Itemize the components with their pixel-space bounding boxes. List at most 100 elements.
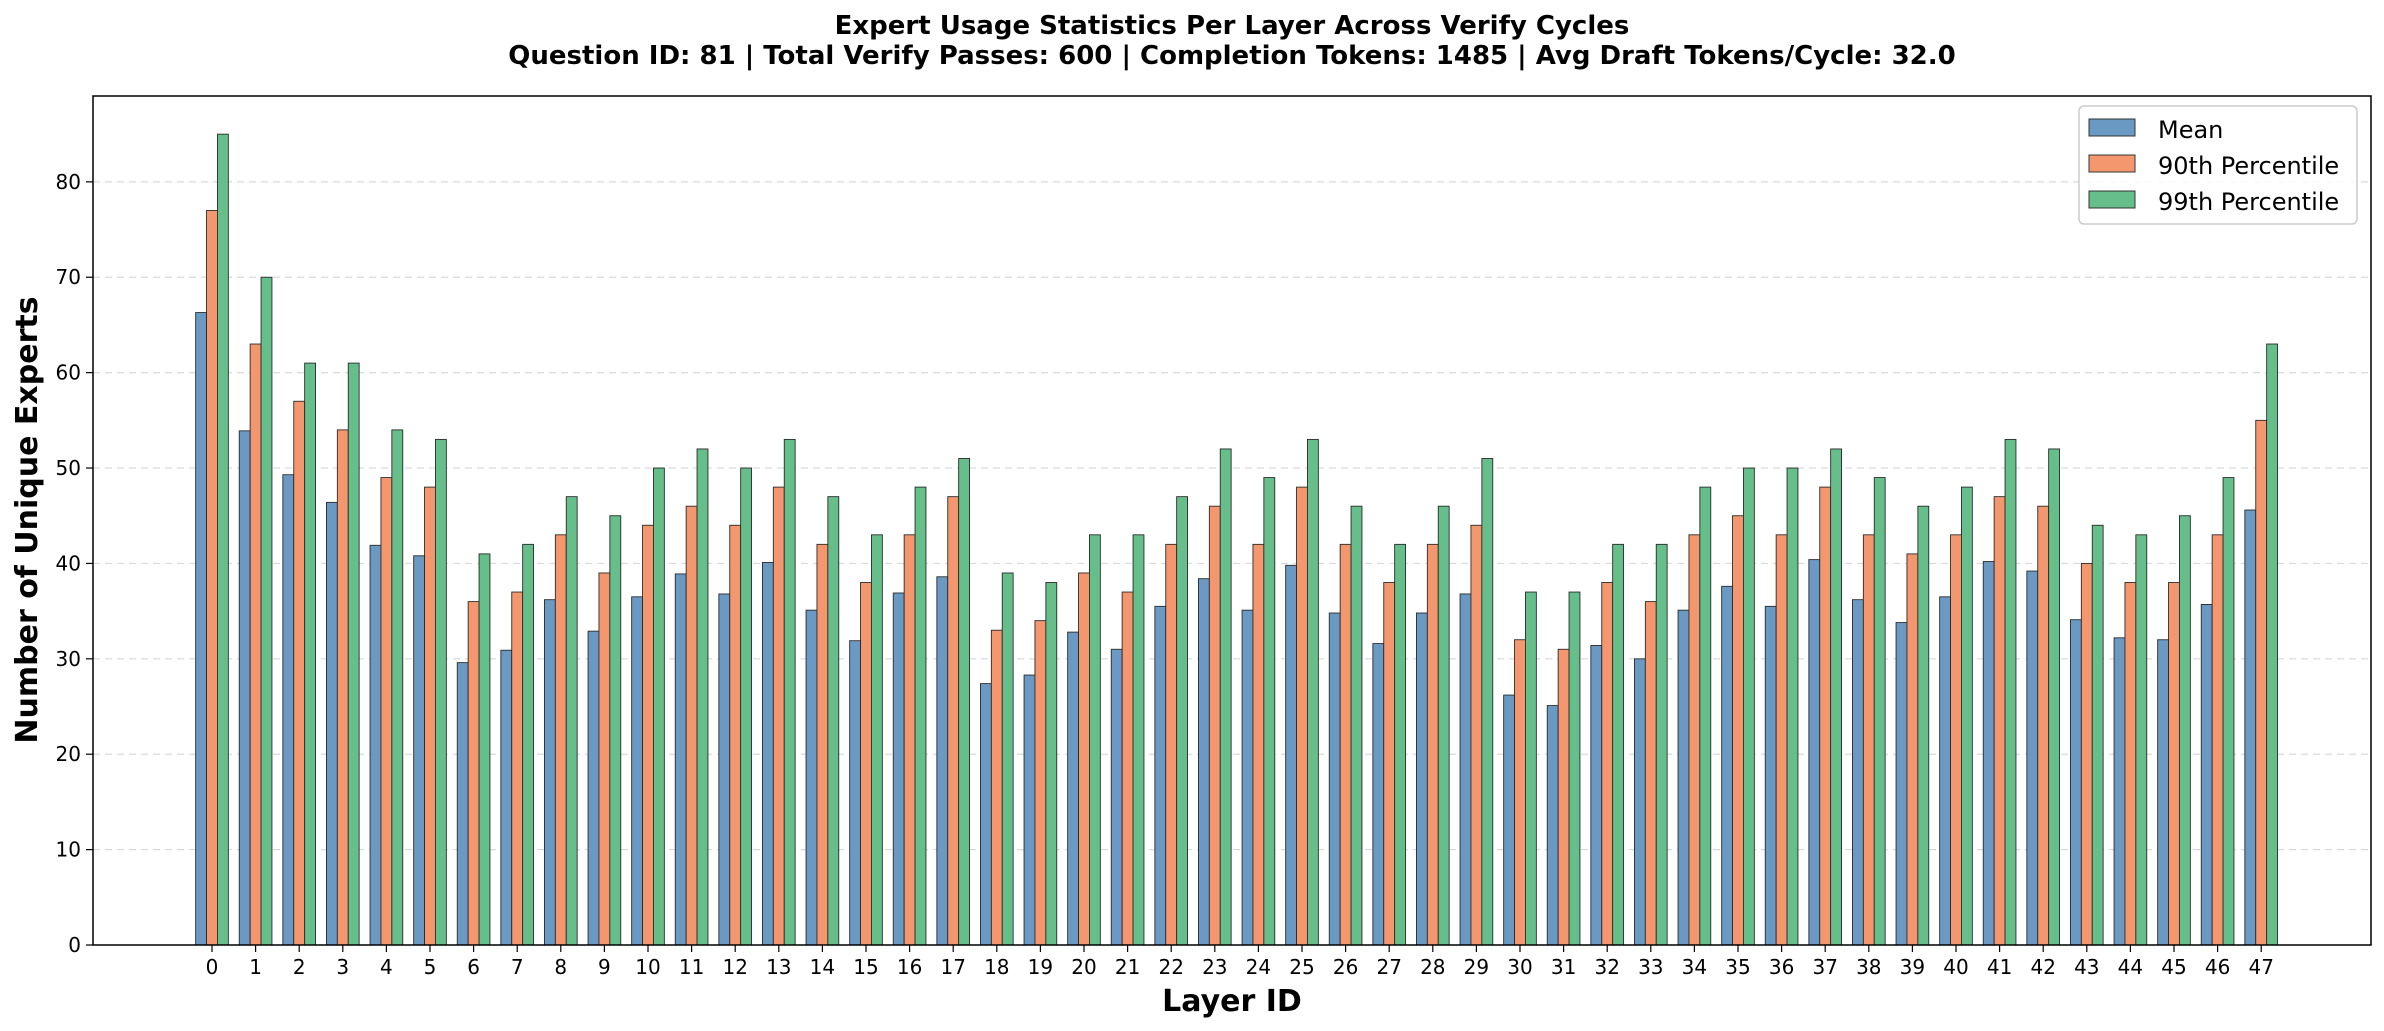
bar-99th-percentile-layer-37 xyxy=(1830,448,1843,946)
bar-99th-percentile-layer-4 xyxy=(391,429,404,946)
bar-mean-layer-34 xyxy=(1677,609,1690,946)
x-tick-label-22: 22 xyxy=(1158,955,1183,979)
bar-90th-percentile-layer-1 xyxy=(249,343,262,946)
legend: Mean 90th Percentile 99th Percentile xyxy=(2078,105,2358,225)
bar-99th-percentile-layer-46 xyxy=(2222,477,2235,946)
x-tick-label-43: 43 xyxy=(2074,955,2099,979)
bar-90th-percentile-layer-30 xyxy=(1514,639,1526,946)
x-tick-label-19: 19 xyxy=(1028,955,1053,979)
x-tick-label-9: 9 xyxy=(598,955,611,979)
x-tick-label-4: 4 xyxy=(380,955,393,979)
bar-90th-percentile-layer-14 xyxy=(816,543,829,946)
bar-mean-layer-2 xyxy=(282,474,295,946)
x-tick-label-5: 5 xyxy=(424,955,437,979)
bar-99th-percentile-layer-42 xyxy=(2048,448,2060,946)
bar-90th-percentile-layer-21 xyxy=(1121,591,1134,946)
x-tick-label-39: 39 xyxy=(1900,955,1925,979)
bar-99th-percentile-layer-19 xyxy=(1045,582,1058,946)
bar-90th-percentile-layer-42 xyxy=(2037,505,2050,946)
bar-90th-percentile-layer-5 xyxy=(424,486,436,946)
bar-90th-percentile-layer-41 xyxy=(1993,496,2006,946)
x-tick-label-1: 1 xyxy=(249,955,262,979)
bar-90th-percentile-layer-19 xyxy=(1034,620,1047,946)
bar-99th-percentile-layer-23 xyxy=(1219,448,1232,946)
y-tick-label-80: 80 xyxy=(56,170,81,194)
bar-90th-percentile-layer-46 xyxy=(2211,534,2224,946)
bar-mean-layer-13 xyxy=(762,562,774,946)
bar-99th-percentile-layer-15 xyxy=(871,534,883,946)
x-tick-label-18: 18 xyxy=(984,955,1009,979)
x-tick-label-38: 38 xyxy=(1856,955,1881,979)
bar-mean-layer-39 xyxy=(1895,622,1908,946)
bar-90th-percentile-layer-18 xyxy=(990,629,1003,946)
bar-mean-layer-4 xyxy=(369,544,382,946)
bar-99th-percentile-layer-18 xyxy=(1001,572,1014,946)
bar-90th-percentile-layer-27 xyxy=(1383,582,1396,946)
bar-90th-percentile-layer-29 xyxy=(1470,524,1483,946)
bar-99th-percentile-layer-11 xyxy=(696,448,709,946)
bar-mean-layer-12 xyxy=(718,593,731,946)
x-tick-label-8: 8 xyxy=(554,955,567,979)
bar-mean-layer-18 xyxy=(980,683,992,946)
chart-subtitle: Question ID: 81 | Total Verify Passes: 6… xyxy=(508,41,1955,71)
bar-99th-percentile-layer-7 xyxy=(522,543,535,946)
bar-mean-layer-0 xyxy=(195,312,207,946)
bar-mean-layer-40 xyxy=(1939,596,1952,946)
y-axis-label: Number of Unique Experts xyxy=(10,296,45,743)
bar-99th-percentile-layer-1 xyxy=(260,276,273,946)
bar-90th-percentile-layer-44 xyxy=(2124,582,2137,946)
bar-99th-percentile-layer-34 xyxy=(1699,486,1712,946)
y-tick-label-10: 10 xyxy=(56,838,81,862)
x-tick-label-31: 31 xyxy=(1551,955,1576,979)
bar-90th-percentile-layer-13 xyxy=(772,486,785,946)
bar-99th-percentile-layer-2 xyxy=(304,362,316,946)
x-tick-label-46: 46 xyxy=(2205,955,2230,979)
bar-90th-percentile-layer-32 xyxy=(1601,582,1614,946)
bar-99th-percentile-layer-25 xyxy=(1306,438,1319,946)
bar-99th-percentile-layer-0 xyxy=(216,133,229,946)
bar-90th-percentile-layer-16 xyxy=(903,534,916,946)
bar-mean-layer-27 xyxy=(1372,643,1385,946)
bar-90th-percentile-layer-20 xyxy=(1078,572,1090,946)
bar-mean-layer-32 xyxy=(1590,645,1603,946)
bars xyxy=(195,133,2278,946)
x-tick-label-2: 2 xyxy=(293,955,306,979)
bar-mean-layer-38 xyxy=(1851,599,1864,946)
legend-label-p99: 99th Percentile xyxy=(2158,188,2339,216)
bar-mean-layer-3 xyxy=(326,501,338,946)
bar-90th-percentile-layer-22 xyxy=(1165,543,1178,946)
bar-90th-percentile-layer-45 xyxy=(2168,582,2180,946)
y-axis-ticks: 0 10 20 30 40 50 60 70 80 xyxy=(56,170,93,957)
bar-mean-layer-19 xyxy=(1023,674,1036,946)
x-tick-label-23: 23 xyxy=(1202,955,1227,979)
x-tick-label-29: 29 xyxy=(1464,955,1489,979)
bar-99th-percentile-layer-8 xyxy=(565,496,578,946)
bar-mean-layer-42 xyxy=(2026,570,2039,946)
x-tick-label-37: 37 xyxy=(1812,955,1837,979)
x-tick-label-3: 3 xyxy=(336,955,349,979)
bar-90th-percentile-layer-10 xyxy=(642,524,654,946)
bar-99th-percentile-layer-16 xyxy=(914,486,927,946)
x-tick-label-24: 24 xyxy=(1246,955,1271,979)
legend-swatch-p90 xyxy=(2088,154,2136,173)
bar-mean-layer-33 xyxy=(1633,658,1646,946)
x-tick-label-0: 0 xyxy=(206,955,219,979)
bar-mean-layer-29 xyxy=(1459,593,1472,946)
x-tick-label-16: 16 xyxy=(897,955,922,979)
x-tick-label-15: 15 xyxy=(853,955,878,979)
x-axis-label: Layer ID xyxy=(1162,984,1302,1019)
bar-90th-percentile-layer-34 xyxy=(1688,534,1701,946)
bar-90th-percentile-layer-8 xyxy=(554,534,567,946)
bar-99th-percentile-layer-28 xyxy=(1437,505,1450,946)
bar-90th-percentile-layer-11 xyxy=(685,505,698,946)
bar-90th-percentile-layer-47 xyxy=(2255,419,2268,946)
x-tick-label-35: 35 xyxy=(1725,955,1750,979)
bar-mean-layer-25 xyxy=(1285,564,1298,946)
bar-90th-percentile-layer-38 xyxy=(1862,534,1875,946)
legend-label-p90: 90th Percentile xyxy=(2158,152,2339,180)
bar-mean-layer-9 xyxy=(587,630,600,946)
bar-mean-layer-37 xyxy=(1808,559,1821,946)
bar-mean-layer-21 xyxy=(1110,648,1123,946)
bar-99th-percentile-layer-41 xyxy=(2004,438,2017,946)
